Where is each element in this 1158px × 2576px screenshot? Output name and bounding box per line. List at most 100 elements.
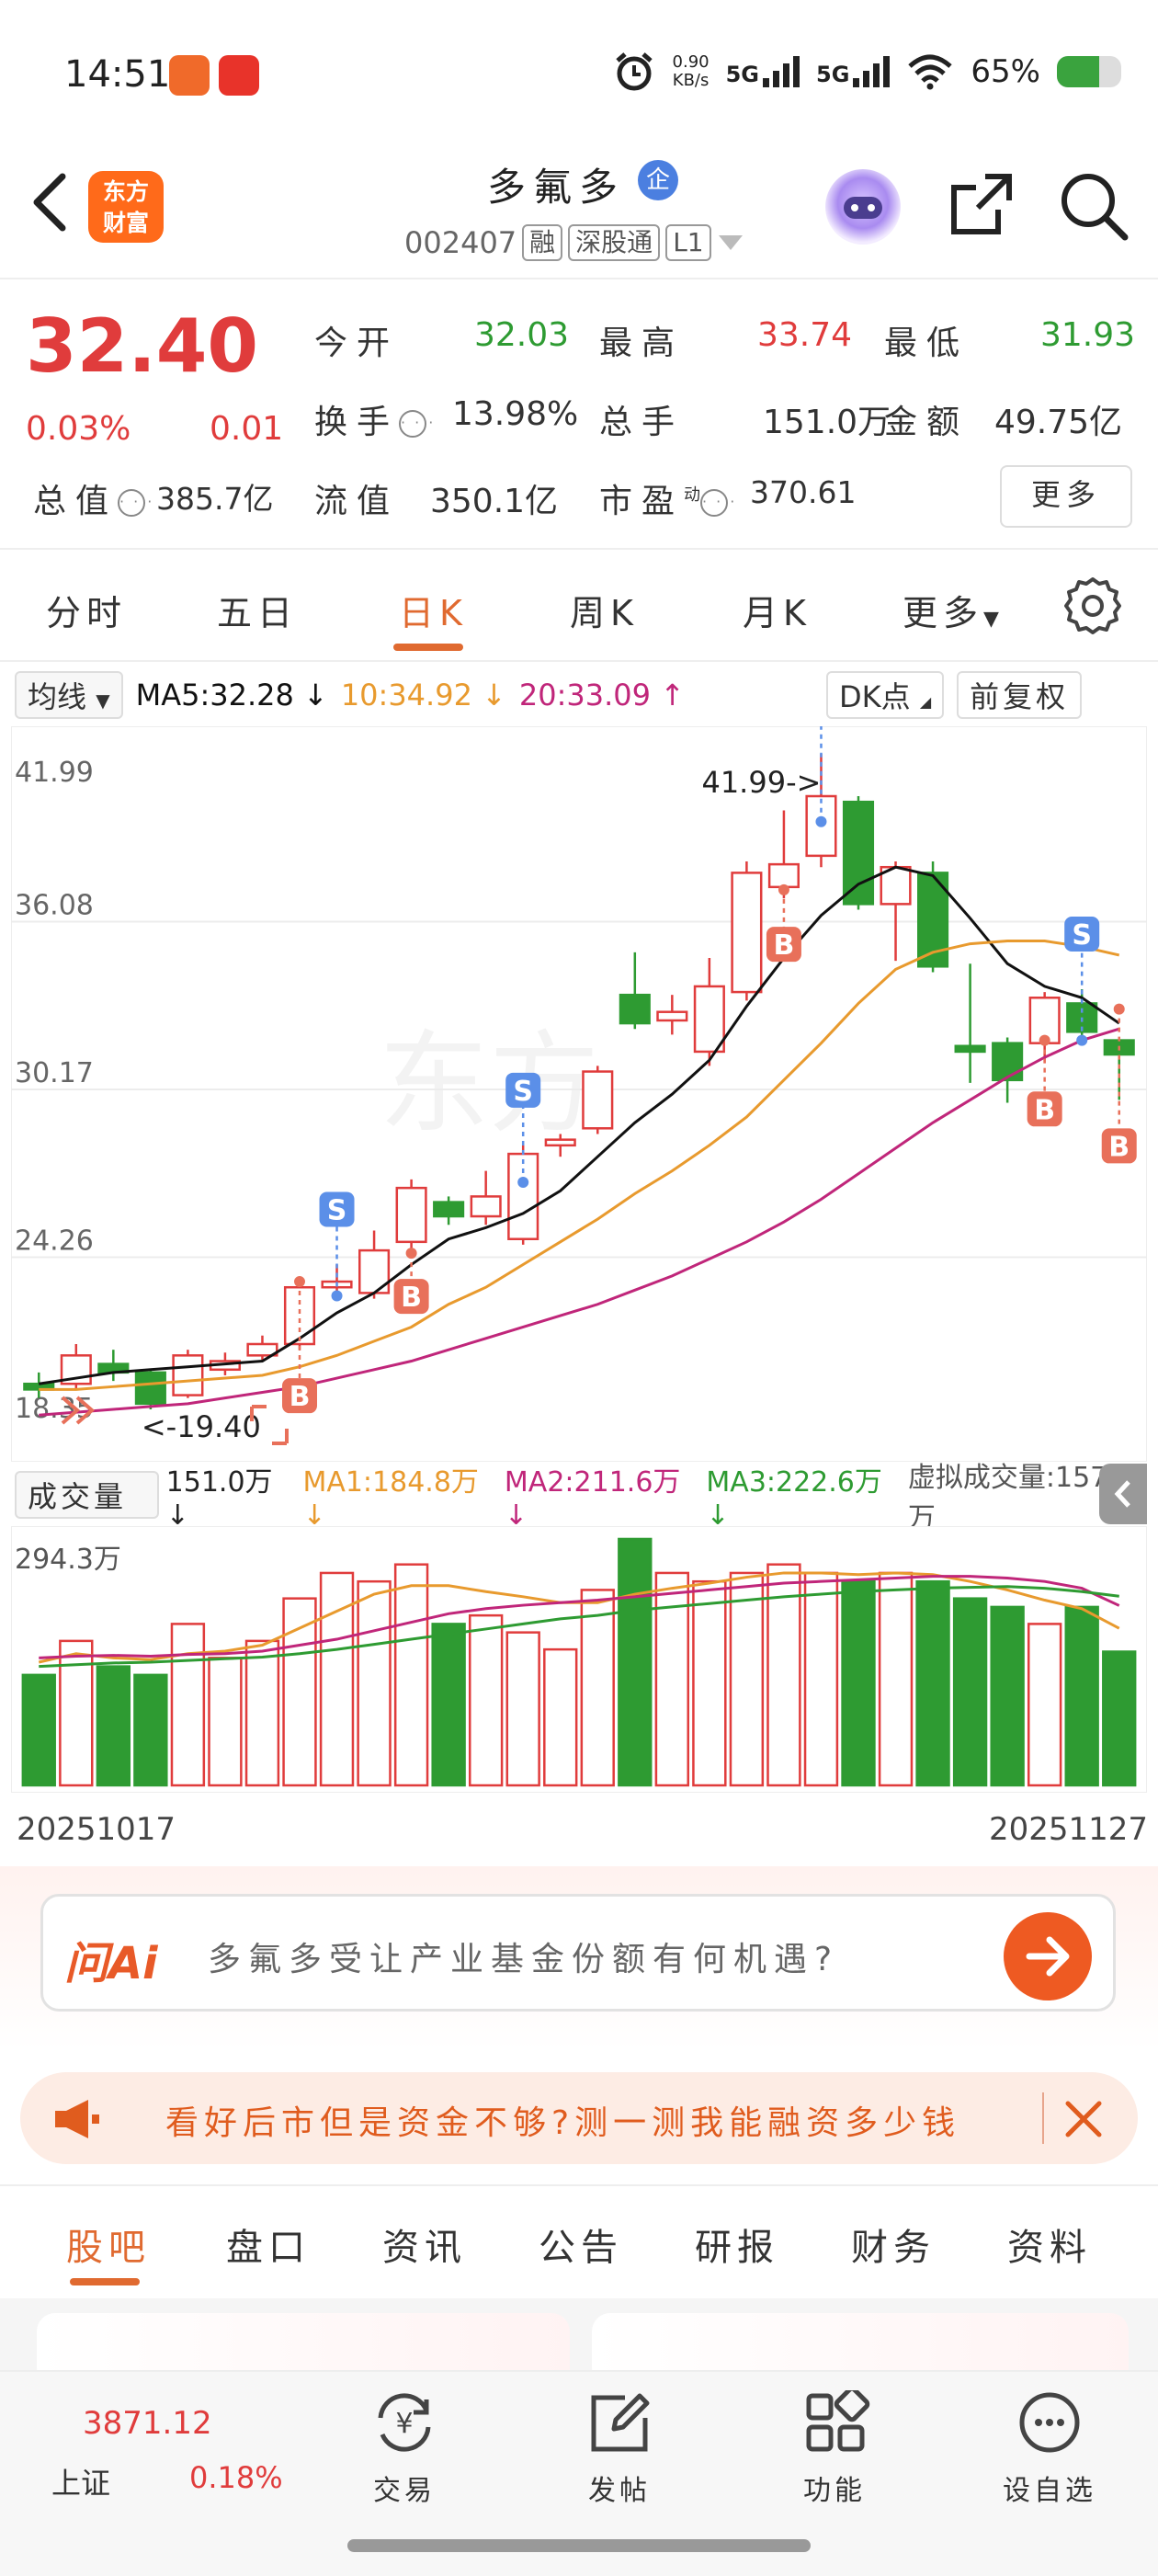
info-icon[interactable]: ··· [399, 410, 433, 438]
price-tick: 24.26 [15, 1225, 94, 1258]
ai-question-box[interactable] [40, 1894, 1116, 2012]
volume-bar [692, 1579, 727, 1787]
back-button[interactable] [22, 165, 77, 239]
close-icon [1065, 2101, 1102, 2137]
tab-announcements[interactable]: 公告 [539, 2227, 623, 2269]
pe-label[interactable]: 市盈动 ··· [599, 474, 734, 522]
adjust-selector[interactable]: 前复权 [957, 671, 1083, 719]
turnover-label[interactable]: 换手 ··· [314, 395, 433, 443]
change-amount: 0.01 [210, 410, 284, 448]
signal-label: S [513, 1076, 533, 1108]
home-indicator[interactable] [347, 2539, 811, 2552]
dk-point-selector[interactable]: DK点 ◢ [826, 671, 945, 719]
volume-bar [357, 1579, 392, 1787]
signal-badge [766, 927, 801, 963]
ma5-value: MA5:32.28 ↓ [135, 678, 328, 712]
candle [134, 1369, 166, 1410]
info-icon[interactable]: ··· [118, 489, 152, 517]
search-button[interactable] [1057, 169, 1130, 243]
close-banner-button[interactable] [1061, 2096, 1107, 2142]
caret-down-icon[interactable] [717, 234, 744, 252]
ma10-line [39, 939, 1120, 1391]
tab-monthly-k[interactable]: 月K [743, 593, 812, 633]
index-value[interactable]: 3871.12 [83, 2405, 212, 2442]
candle-body [842, 800, 875, 906]
signal-dot [1076, 1034, 1088, 1046]
volume-bar [1102, 1650, 1137, 1787]
promo-text[interactable]: 看好后市但是资金不够?测一测我能融资多少钱 [165, 2104, 961, 2142]
sell-signal: S [505, 1072, 541, 1188]
tab-orderbook[interactable]: 盘口 [226, 2227, 311, 2269]
expand-icon[interactable] [250, 1405, 289, 1445]
signal-label: S [327, 1195, 347, 1227]
buy-signal: B [1101, 1003, 1137, 1164]
banner-divider [0, 2184, 1158, 2186]
ai-assistant-avatar[interactable] [825, 169, 901, 245]
chart-settings-button[interactable] [1062, 576, 1123, 636]
nav-functions[interactable]: 功能 [761, 2390, 908, 2508]
candle-body [395, 1186, 427, 1244]
tab-news[interactable]: 资讯 [382, 2227, 467, 2269]
collapse-panel-button[interactable] [1099, 1464, 1147, 1524]
nav-post[interactable]: 发帖 [546, 2390, 693, 2508]
open-label: 今开 [314, 325, 400, 362]
stock-code-row[interactable]: 002407 融 深股通 L1 [404, 224, 744, 261]
corp-badge: 企 [638, 160, 678, 200]
scroll-left-icon[interactable] [61, 1396, 96, 1425]
index-change[interactable]: 0.18% [189, 2460, 283, 2495]
volume-ma-lines [38, 1571, 1120, 1669]
tab-weekly-k[interactable]: 周K [570, 593, 639, 633]
signal-badge [1064, 916, 1100, 952]
vol-ma2-value: MA2:211.6万 ↓ [504, 1465, 681, 1532]
price-tick: 41.99 [15, 757, 94, 789]
info-icon[interactable]: ··· [700, 489, 734, 517]
volume-selector-label: 成交量 [28, 1479, 128, 1514]
tab-more[interactable]: 更多▼ [903, 585, 999, 635]
share-button[interactable] [947, 169, 1016, 239]
indicator-selector[interactable]: 均线 ▼ [15, 671, 123, 719]
price-tick: 30.17 [15, 1057, 94, 1089]
signal-bars-icon [853, 56, 891, 87]
tab-daily-k[interactable]: 日K [399, 593, 468, 633]
nav-trade[interactable]: ¥ 交易 [331, 2390, 478, 2508]
volume-selector[interactable]: 成交量 ▼ [15, 1471, 159, 1559]
index-name[interactable]: 上证 [51, 2466, 111, 2501]
trade-icon: ¥ [378, 2393, 431, 2452]
volume-chart[interactable]: 294.3万 [11, 1526, 1147, 1793]
mktcap-label[interactable]: 总值 ··· [33, 474, 152, 522]
promo-banner[interactable] [20, 2072, 1138, 2164]
ma-legend-row: 均线 ▼ MA5:32.28 ↓ 10:34.92 ↓ 20:33.09 ↑ D… [15, 669, 1145, 721]
tab-profile[interactable]: 资料 [1007, 2227, 1092, 2269]
signal-dot [331, 1290, 343, 1302]
ma20-value: 20:33.09 ↑ [518, 678, 685, 712]
tab-financials[interactable]: 财务 [851, 2227, 936, 2269]
tabs-divider [0, 660, 1158, 662]
ai-go-button[interactable] [1004, 1912, 1092, 2000]
more-quote-button[interactable]: 更多 [1000, 465, 1132, 528]
buy-signal: B [1027, 1034, 1062, 1127]
bs-signals: B S B S B S S B B [282, 726, 1137, 1414]
signal-badge [393, 1279, 429, 1315]
volume-label: 总手 [599, 404, 685, 441]
vol-ma2-line [39, 1575, 1120, 1659]
battery-percent: 65% [971, 53, 1040, 90]
candle [619, 952, 651, 1030]
content-tab-indicator [70, 2278, 140, 2285]
brand-logo-line1: 东方 [102, 178, 149, 205]
signal-2-label: 5G [816, 62, 850, 87]
tab-five-day[interactable]: 五日 [217, 593, 299, 633]
nav-add-watchlist[interactable]: 设自选 [976, 2390, 1123, 2508]
tab-intraday[interactable]: 分时 [46, 593, 128, 633]
tab-forum[interactable]: 股吧 [66, 2227, 151, 2269]
ai-suggested-question[interactable]: 多氟多受让产业基金份额有何机遇? [208, 1941, 840, 1978]
stock-name: 多氟多 [487, 165, 626, 210]
volume-bar [208, 1657, 243, 1787]
signal-label: B [1034, 1094, 1055, 1126]
volume-bar [766, 1563, 801, 1787]
tab-research[interactable]: 研报 [695, 2227, 779, 2269]
volume-bar [878, 1571, 914, 1787]
nav-watchlist-label: 设自选 [1003, 2475, 1096, 2507]
signal-dot [778, 883, 789, 895]
low-label: 最低 [884, 325, 970, 362]
